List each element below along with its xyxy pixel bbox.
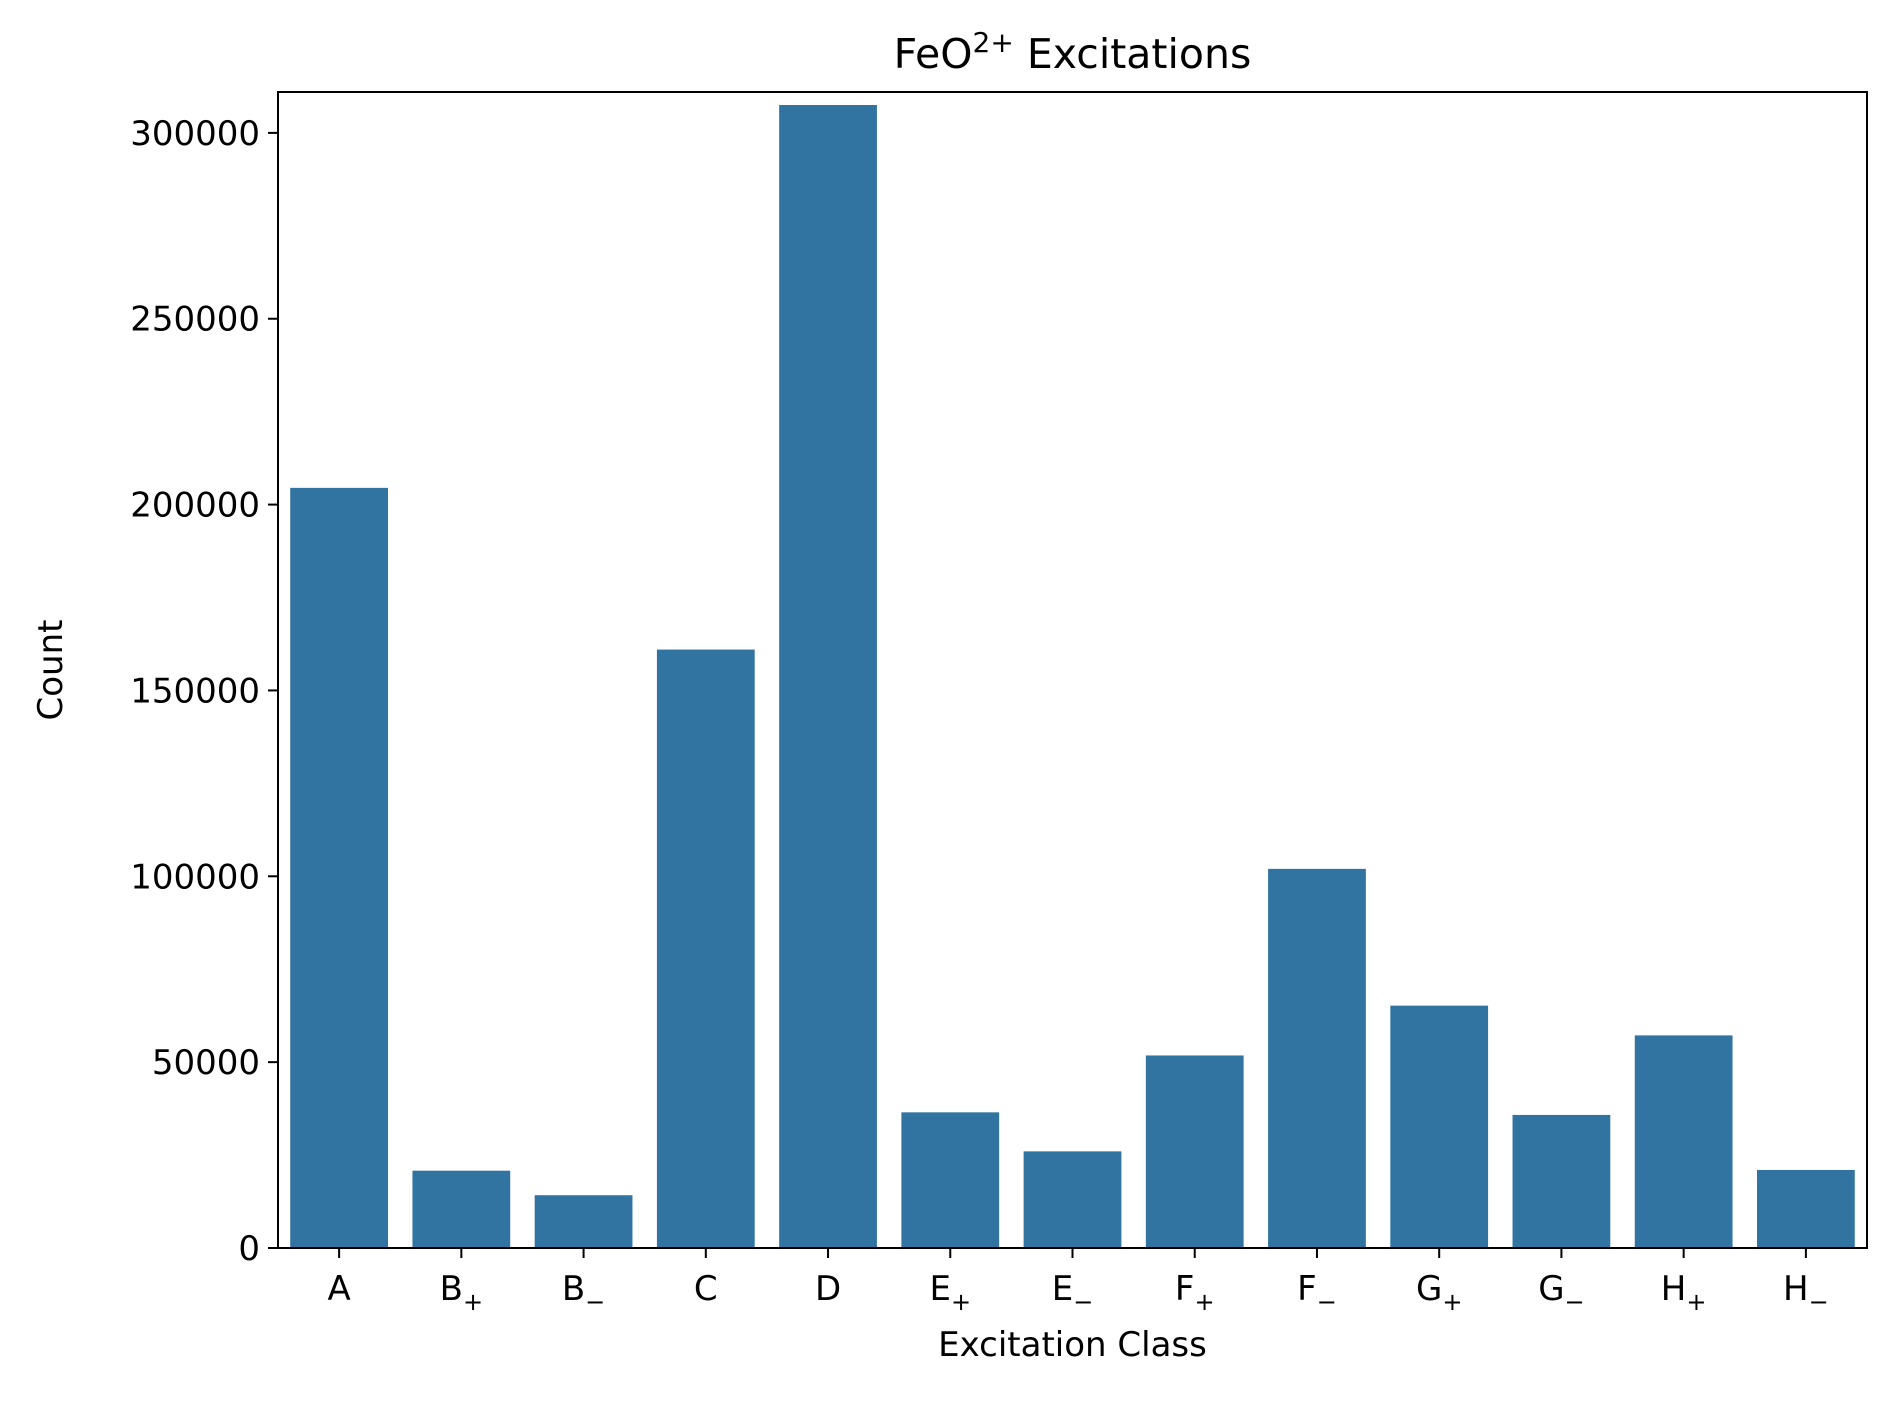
x-tick-label-subscript: + xyxy=(463,1288,483,1316)
bar-0 xyxy=(290,487,388,1248)
x-tick-label-10: G− xyxy=(1538,1269,1584,1316)
x-tick-label-0: A xyxy=(327,1269,350,1309)
x-axis-label: Excitation Class xyxy=(938,1325,1207,1365)
bar-3 xyxy=(656,649,755,1248)
x-tick-label-subscript: + xyxy=(951,1288,971,1316)
bar-10 xyxy=(1512,1114,1611,1248)
x-tick-label-subscript: − xyxy=(1565,1288,1585,1316)
y-tick-label-4: 200000 xyxy=(130,486,260,526)
x-tick-label-subscript: − xyxy=(585,1288,605,1316)
x-tick-label-2: B− xyxy=(562,1269,605,1316)
chart-title-rest: Excitations xyxy=(1014,30,1252,78)
x-tick-label-base: G xyxy=(1416,1269,1442,1309)
x-tick-label-3: C xyxy=(694,1269,718,1309)
x-tick-label-base: C xyxy=(694,1269,718,1309)
bar-5 xyxy=(901,1112,1000,1248)
bar-12 xyxy=(1756,1169,1855,1248)
x-tick-label-base: F xyxy=(1297,1269,1317,1309)
x-tick-label-1: B+ xyxy=(440,1269,483,1316)
x-tick-label-8: F− xyxy=(1297,1269,1337,1316)
x-tick-label-base: B xyxy=(440,1269,463,1309)
y-tick-label-0: 0 xyxy=(238,1229,260,1269)
bar-6 xyxy=(1023,1151,1122,1248)
axes-layer xyxy=(268,91,1868,1258)
x-tick-label-5: E+ xyxy=(929,1269,971,1316)
x-tick-label-subscript: − xyxy=(1317,1288,1337,1316)
x-tick-label-6: E− xyxy=(1052,1269,1094,1316)
x-tick-label-subscript: + xyxy=(1686,1288,1706,1316)
bars-layer xyxy=(290,105,1855,1248)
y-tick-label-1: 50000 xyxy=(152,1043,260,1083)
x-tick-label-base: A xyxy=(327,1269,350,1309)
x-tick-label-base: D xyxy=(815,1269,841,1309)
x-tick-label-base: G xyxy=(1538,1269,1564,1309)
x-tick-label-subscript: + xyxy=(1194,1288,1214,1316)
x-tick-label-11: H+ xyxy=(1661,1269,1707,1316)
chart-title: FeO2+ Excitations xyxy=(894,26,1252,78)
x-tick-label-12: H− xyxy=(1783,1269,1829,1316)
bar-7 xyxy=(1145,1055,1244,1248)
bar-1 xyxy=(412,1170,511,1248)
y-tick-label-2: 100000 xyxy=(130,857,260,897)
bar-9 xyxy=(1390,1005,1489,1248)
x-tick-label-4: D xyxy=(815,1269,841,1309)
x-tick-label-9: G+ xyxy=(1416,1269,1462,1316)
x-tick-label-7: F+ xyxy=(1175,1269,1215,1316)
bar-8 xyxy=(1268,868,1366,1248)
x-tick-label-base: H xyxy=(1783,1269,1809,1309)
bar-4 xyxy=(779,105,877,1248)
bar-11 xyxy=(1634,1035,1733,1248)
x-tick-label-base: F xyxy=(1175,1269,1195,1309)
x-tick-label-base: E xyxy=(1052,1269,1073,1309)
x-tick-label-subscript: + xyxy=(1442,1288,1462,1316)
x-tick-label-subscript: − xyxy=(1073,1288,1093,1316)
y-axis-label: Count xyxy=(31,620,71,721)
y-tick-label-3: 150000 xyxy=(130,671,260,711)
chart-title-superscript: 2+ xyxy=(973,26,1014,59)
chart-title-base: FeO xyxy=(894,30,973,78)
x-tick-label-subscript: − xyxy=(1809,1288,1829,1316)
y-tick-label-5: 250000 xyxy=(130,300,260,340)
x-tick-label-base: E xyxy=(929,1269,950,1309)
x-tick-label-base: B xyxy=(562,1269,585,1309)
y-tick-label-6: 300000 xyxy=(130,114,260,154)
x-tick-label-base: H xyxy=(1661,1269,1687,1309)
bar-2 xyxy=(534,1195,633,1248)
